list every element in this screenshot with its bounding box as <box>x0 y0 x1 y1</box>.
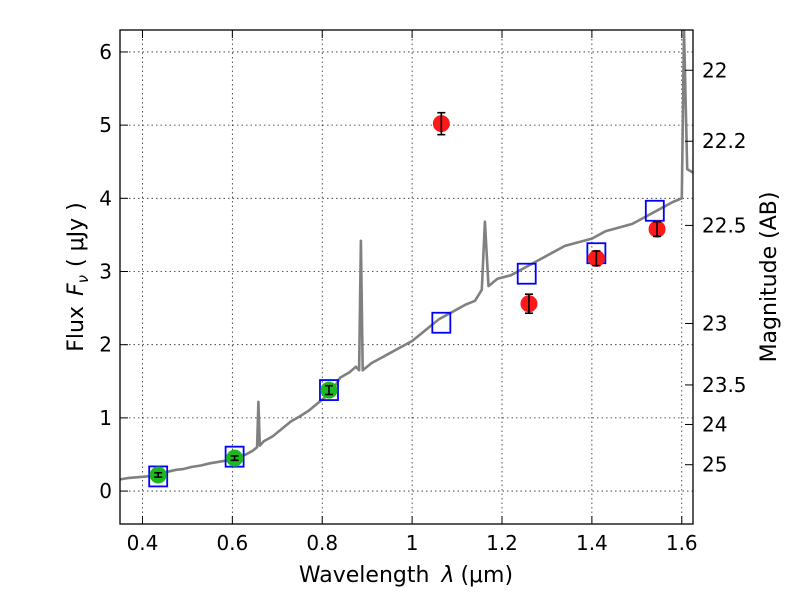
model-photometry-square <box>644 199 665 222</box>
y-axis-label: FluxFν( μJy ) <box>64 202 92 351</box>
y-tick-label: 0 <box>99 479 112 503</box>
model-photometry-square <box>148 465 169 488</box>
x-axis-label: Wavelength λ (μm) <box>299 563 513 588</box>
x-tick-label: 1 <box>406 531 419 555</box>
model-photometry-square <box>319 379 339 401</box>
y2-tick-label: 22.2 <box>702 129 747 153</box>
y-tick-label: 2 <box>99 333 112 357</box>
sed-model-line <box>120 30 693 481</box>
y-tick-label: 4 <box>99 186 112 210</box>
model-photometry-square <box>224 445 245 468</box>
y-tick-label: 5 <box>99 113 112 137</box>
y-tick-label: 6 <box>99 40 112 64</box>
plot-frame <box>119 29 694 525</box>
y2-tick-label: 23 <box>702 311 727 335</box>
model-photometry-square <box>516 262 537 285</box>
y2-tick-label: 23.5 <box>702 373 747 397</box>
x-tick-label: 1.4 <box>576 531 608 555</box>
x-tick-label: 0.8 <box>306 531 338 555</box>
x-tick-label: 1.6 <box>666 531 698 555</box>
model-photometry-square <box>431 311 452 334</box>
series-layer <box>120 30 693 488</box>
grid-layer <box>120 30 693 524</box>
plot-clip-group <box>120 30 693 488</box>
y2-tick-label: 22 <box>702 58 727 82</box>
x-tick-label: 0.6 <box>216 531 248 555</box>
x-tick-label: 0.4 <box>127 531 159 555</box>
x-tick-label: 1.2 <box>486 531 518 555</box>
tick-layer: 0.4 0.6 0.8 1 1.2 1.4 1.601234562222.222.52323… <box>99 30 747 555</box>
y-tick-label: 1 <box>99 406 112 430</box>
y2-tick-label: 22.5 <box>702 213 747 237</box>
y2-axis-label: Magnitude (AB) <box>757 192 782 363</box>
y-tick-label: 3 <box>99 260 112 284</box>
y2-tick-label: 24 <box>702 412 727 436</box>
y2-tick-label: 25 <box>702 453 727 477</box>
